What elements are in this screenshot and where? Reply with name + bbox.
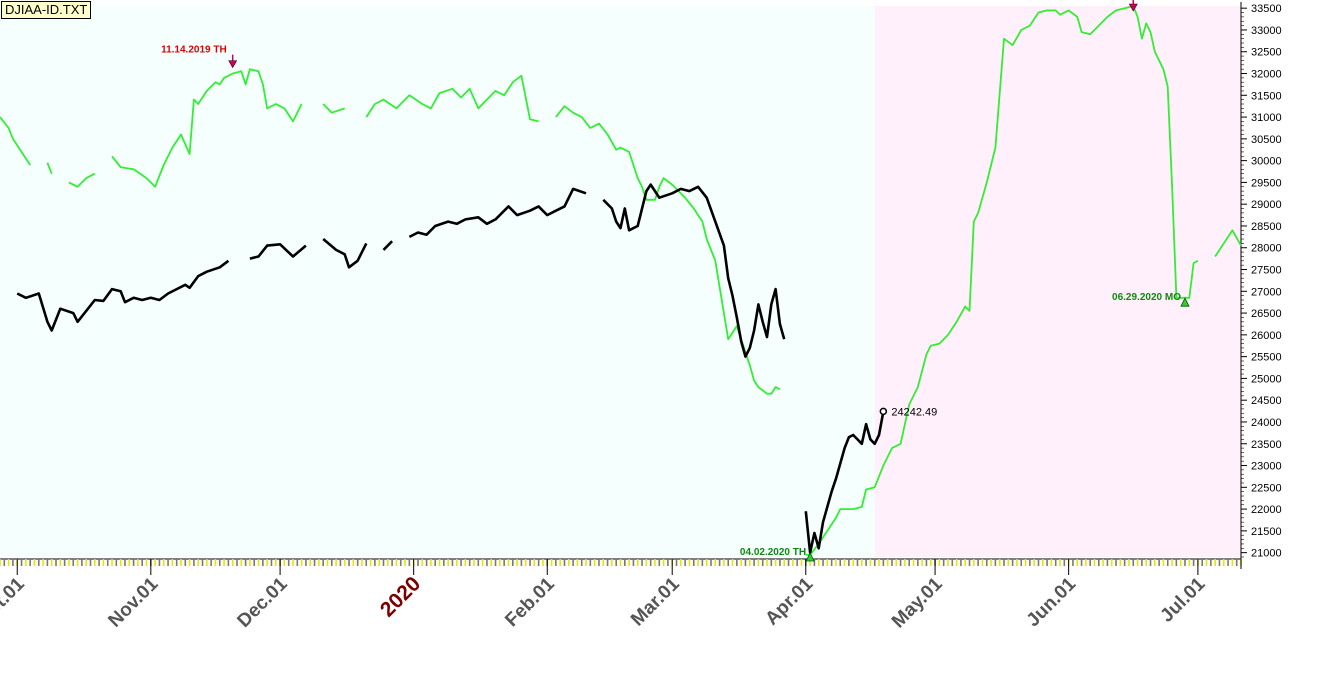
forecast-series-line	[46, 162, 53, 175]
y-axis: 21000 21500 22000 22500 23000 23500 24000 24500…	[1240, 2, 1282, 569]
high-marker-arrow	[1128, 3, 1138, 12]
y-tick-label: 25500	[1251, 352, 1282, 364]
y-tick-label: 32000	[1251, 69, 1282, 81]
low-label: 04.02.2020 TH	[740, 547, 806, 558]
x-tick-label: Dec.01	[233, 573, 291, 631]
y-tick-label: 25000	[1251, 373, 1282, 385]
low-marker-arrow	[805, 552, 815, 562]
x-tick-label: Apr.01	[761, 573, 817, 629]
forecast-series-line	[365, 74, 539, 123]
x-tick-label: Oct.01	[0, 573, 29, 629]
forecast-series-line	[1214, 229, 1242, 257]
y-tick-label: 23000	[1251, 461, 1282, 473]
x-tick-label: Feb.01	[501, 573, 559, 631]
x-tick-label: Mar.01	[627, 573, 684, 630]
y-tick-label: 21500	[1251, 526, 1282, 538]
y-tick-label: 31500	[1251, 90, 1282, 102]
x-axis: Oct.01 Nov.01 Dec.01 2020 Feb.01 Mar.01 Apr.01…	[0, 558, 1242, 632]
x-tick-label: 2020	[376, 572, 425, 621]
forecast-series-line	[322, 103, 345, 114]
forecast-series-line	[111, 68, 303, 188]
price-series-line	[249, 243, 307, 260]
high-label: 11.14.2019 TH	[161, 45, 227, 56]
y-tick-label: 26000	[1251, 330, 1282, 342]
y-tick-label: 29000	[1251, 199, 1282, 211]
y-tick-label: 29500	[1251, 177, 1282, 189]
y-tick-label: 27500	[1251, 265, 1282, 277]
last-value-marker	[879, 407, 888, 416]
y-tick-label: 26500	[1251, 308, 1282, 320]
x-tick-label: Jul.01	[1157, 573, 1210, 626]
y-tick-label: 22000	[1251, 504, 1282, 516]
low-label: 06.29.2020 MO	[1112, 292, 1181, 303]
low-marker-arrow	[1180, 297, 1190, 307]
price-series-line	[322, 238, 368, 269]
last-value-label: 24242.49	[891, 406, 937, 418]
y-tick-label: 28000	[1251, 243, 1282, 255]
y-tick-label: 24000	[1251, 417, 1282, 429]
y-tick-label: 24500	[1251, 395, 1282, 407]
x-tick-label: Jun.01	[1023, 573, 1081, 631]
x-tick-label: May.01	[888, 573, 947, 632]
y-tick-label: 27000	[1251, 286, 1282, 298]
y-tick-label: 21000	[1251, 548, 1282, 560]
forecast-series-line	[68, 172, 96, 188]
forecast-series-line	[805, 5, 1199, 556]
y-tick-label: 30500	[1251, 134, 1282, 146]
series-layer	[0, 5, 1242, 556]
price-series-line	[804, 411, 885, 554]
high-marker-arrow	[228, 60, 238, 69]
chart-background	[0, 6, 1241, 557]
y-tick-label: 32500	[1251, 47, 1282, 59]
history-region	[0, 6, 875, 557]
y-tick-label: 28500	[1251, 221, 1282, 233]
y-tick-label: 22500	[1251, 482, 1282, 494]
future-region	[874, 6, 1241, 557]
x-tick-label: Nov.01	[104, 573, 162, 631]
file-label: DJIAA-ID.TXT	[1, 1, 92, 19]
forecast-series-line	[0, 116, 31, 166]
price-series-line	[602, 183, 786, 358]
y-tick-label: 23500	[1251, 439, 1282, 451]
y-tick-label: 30000	[1251, 156, 1282, 168]
price-series-line	[408, 187, 587, 239]
price-series-line	[16, 259, 230, 332]
price-series-line	[382, 240, 394, 251]
y-tick-label: 31000	[1251, 112, 1282, 124]
y-tick-label: 33000	[1251, 25, 1282, 37]
y-tick-label: 33500	[1251, 3, 1282, 15]
